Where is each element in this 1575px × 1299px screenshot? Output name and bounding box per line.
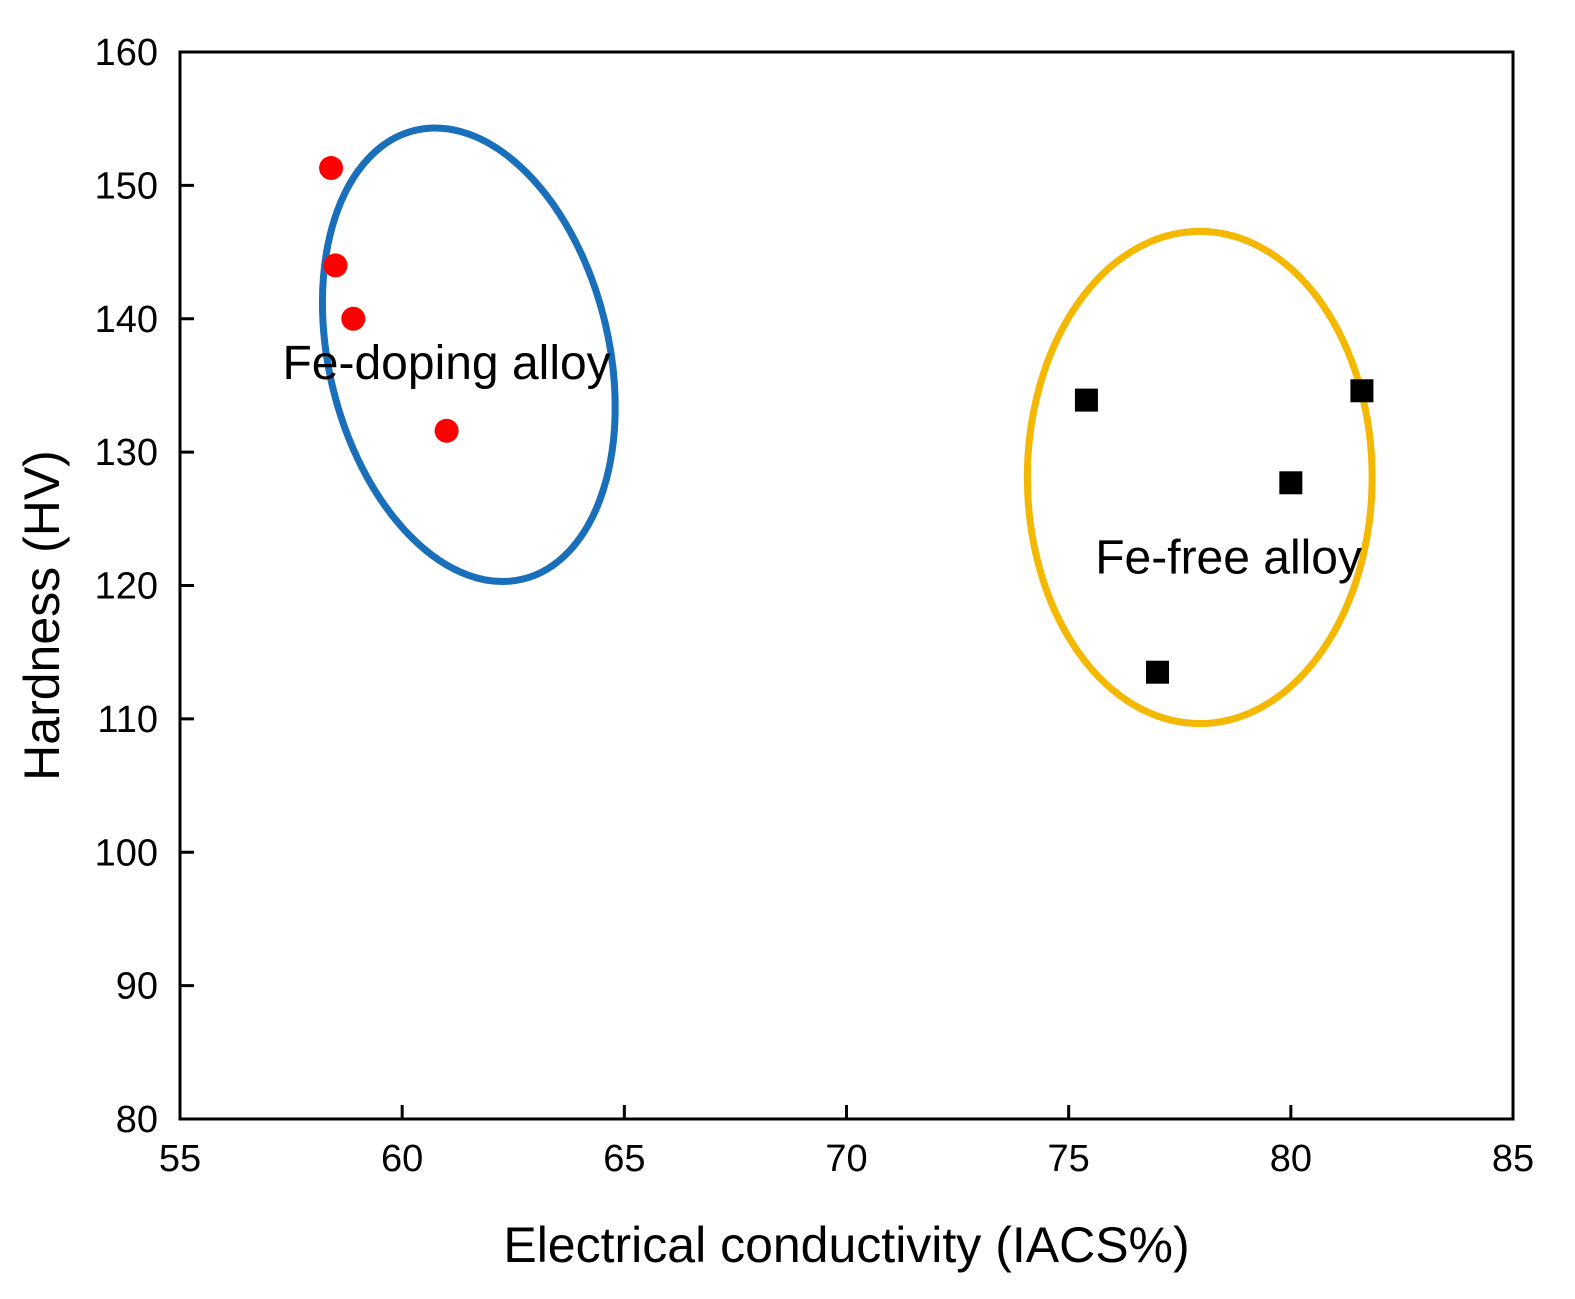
x-axis-title: Electrical conductivity (IACS%): [503, 1217, 1189, 1273]
y-tick-label: 150: [95, 165, 158, 207]
point-square: [1350, 379, 1374, 403]
x-tick-label: 70: [825, 1138, 867, 1180]
x-tick-label: 75: [1048, 1138, 1090, 1180]
point-square: [1146, 660, 1170, 684]
point-square: [1074, 388, 1098, 412]
point-square: [1279, 471, 1303, 495]
x-tick-label: 55: [159, 1138, 201, 1180]
y-tick-label: 90: [116, 966, 158, 1008]
x-tick-label: 80: [1270, 1138, 1312, 1180]
axis-ticks: [178, 50, 1515, 1121]
x-tick-labels: 55 60 65 70 75 80 85: [159, 1138, 1534, 1180]
fe-doping-outline: [318, 124, 619, 585]
x-tick-label: 65: [603, 1138, 645, 1180]
fe-free-outline: [1023, 227, 1376, 728]
annotation-fe-free: Fe-free alloy: [1095, 531, 1362, 584]
y-tick-label: 160: [95, 32, 158, 74]
x-tick-label: 60: [381, 1138, 423, 1180]
y-tick-label: 110: [97, 699, 158, 741]
y-tick-label: 120: [95, 566, 158, 608]
point-circle: [341, 306, 366, 331]
plot-frame: [178, 50, 1515, 1121]
y-tick-label: 80: [116, 1099, 158, 1141]
annotation-fe-doping: Fe-doping alloy: [282, 337, 610, 390]
point-circle: [319, 156, 344, 181]
y-tick-label: 140: [95, 299, 158, 341]
point-circle: [434, 418, 459, 443]
y-tick-label: 130: [95, 432, 158, 474]
group-outlines: [318, 124, 1376, 728]
y-tick-labels: 80 90 100 110 120 130 140 150 160: [95, 32, 158, 1141]
data-points: [319, 156, 1374, 684]
y-tick-label: 100: [95, 832, 158, 874]
x-tick-label: 85: [1492, 1138, 1534, 1180]
y-axis-title: Hardness (HV): [14, 450, 70, 781]
point-circle: [323, 253, 348, 278]
annotations: Fe-doping alloy Fe-free alloy: [282, 337, 1362, 585]
